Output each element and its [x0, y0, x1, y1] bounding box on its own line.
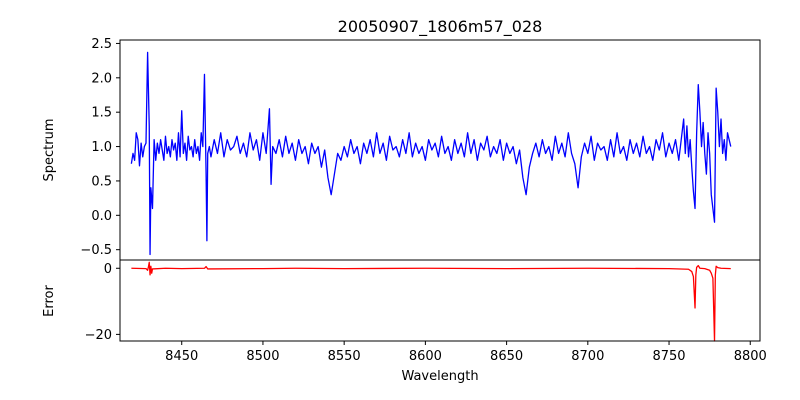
x-tick-label: 8600	[409, 349, 442, 364]
spectrum-y-axis: −0.5 0.0 0.5 1.0 1.5 2.0 2.5	[80, 37, 120, 258]
error-line-0	[131, 261, 731, 342]
spectrum-y-tick-label: 0.5	[91, 174, 112, 189]
x-tick-label: 8450	[165, 349, 198, 364]
x-tick-label: 8750	[652, 349, 685, 364]
chart-title: 20050907_1806m57_028	[338, 17, 543, 37]
error-axes-frame	[119, 259, 761, 342]
spectrum-y-tick-label: 1.0	[91, 140, 112, 155]
spectrum-series	[130, 51, 732, 256]
error-y-tick-label: 0	[104, 262, 112, 277]
wavelength-x-axis: 8450 8500 8550 8600 8650 8700 8750 8800	[165, 341, 767, 364]
error-y-tick-label: −20	[85, 328, 112, 343]
error-series	[131, 261, 731, 342]
spectrum-y-tick-label: 2.0	[91, 71, 112, 86]
spectrum-y-tick-label: 2.5	[91, 37, 112, 52]
error-y-label: Error	[42, 285, 57, 317]
x-tick-label: 8800	[734, 349, 767, 364]
spectrum-y-tick-label: −0.5	[80, 243, 112, 258]
x-tick-label: 8550	[328, 349, 361, 364]
x-tick-label: 8500	[246, 349, 279, 364]
spectrum-y-tick-label: 1.5	[91, 106, 112, 121]
spectrum-line-0	[130, 51, 732, 256]
x-tick-label: 8700	[571, 349, 604, 364]
error-y-axis: 0 −20	[85, 262, 120, 343]
x-tick-label: 8650	[490, 349, 523, 364]
spectrum-y-label: Spectrum	[42, 119, 57, 182]
spectrum-y-tick-label: 0.0	[91, 209, 112, 224]
error-panel: 0 −20 8450 8500 8550 8600 8650 8700 8750 8800 Er…	[42, 259, 767, 384]
x-axis-label: Wavelength	[401, 369, 478, 384]
